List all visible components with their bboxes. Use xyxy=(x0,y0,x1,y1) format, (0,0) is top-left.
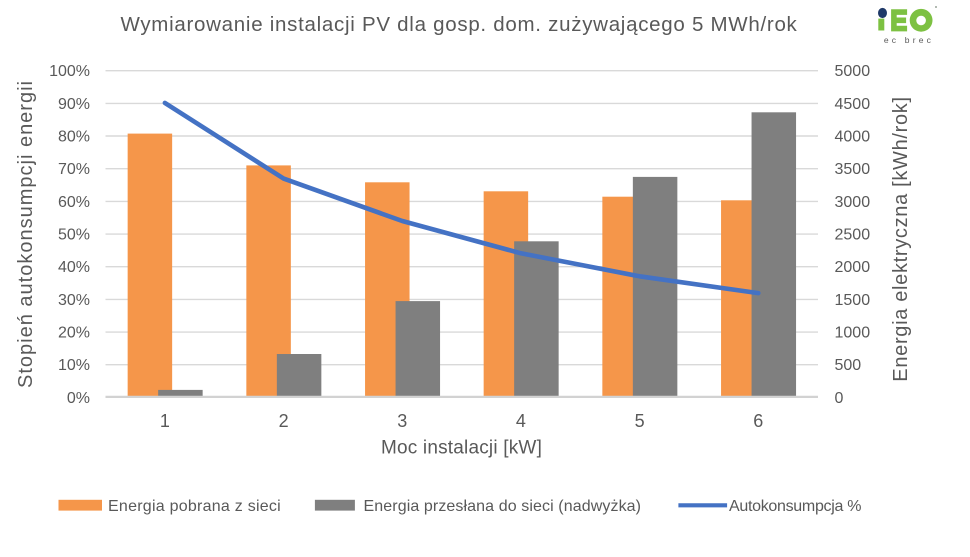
svg-text:0: 0 xyxy=(835,390,844,407)
svg-text:Energia pobrana z sieci: Energia pobrana z sieci xyxy=(108,498,281,515)
svg-text:50%: 50% xyxy=(58,227,90,244)
svg-text:90%: 90% xyxy=(58,96,90,113)
svg-text:1500: 1500 xyxy=(835,292,871,309)
svg-text:Moc instalacji [kW]: Moc instalacji [kW] xyxy=(381,438,542,459)
svg-text:30%: 30% xyxy=(58,292,90,309)
svg-text:70%: 70% xyxy=(58,161,90,178)
svg-text:4: 4 xyxy=(516,411,526,431)
svg-text:Energia elektryczna [kWh/rok]: Energia elektryczna [kWh/rok] xyxy=(890,96,912,381)
svg-text:Wymiarowanie instalacji PV dla: Wymiarowanie instalacji PV dla gosp. dom… xyxy=(120,13,797,36)
svg-text:5: 5 xyxy=(635,411,645,431)
svg-text:1000: 1000 xyxy=(835,325,871,342)
svg-text:3500: 3500 xyxy=(835,161,871,178)
svg-text:2000: 2000 xyxy=(835,259,871,276)
svg-text:6: 6 xyxy=(753,411,763,431)
svg-text:Stopień autokonsumpcji energii: Stopień autokonsumpcji energii xyxy=(15,80,37,388)
svg-text:4000: 4000 xyxy=(835,129,871,146)
svg-text:500: 500 xyxy=(835,357,862,374)
svg-text:40%: 40% xyxy=(58,259,90,276)
svg-text:100%: 100% xyxy=(49,63,90,80)
svg-text:2: 2 xyxy=(279,411,289,431)
svg-text:3: 3 xyxy=(397,411,407,431)
svg-text:80%: 80% xyxy=(58,129,90,146)
svg-text:20%: 20% xyxy=(58,325,90,342)
svg-text:Autokonsumpcja %: Autokonsumpcja % xyxy=(729,498,861,515)
svg-text:4500: 4500 xyxy=(835,96,871,113)
svg-text:0%: 0% xyxy=(67,390,90,407)
svg-text:5000: 5000 xyxy=(835,63,871,80)
svg-text:10%: 10% xyxy=(58,357,90,374)
svg-text:2500: 2500 xyxy=(835,227,871,244)
svg-text:Energia przesłana do sieci (na: Energia przesłana do sieci (nadwyżka) xyxy=(364,498,642,515)
svg-text:3000: 3000 xyxy=(835,194,871,211)
svg-text:60%: 60% xyxy=(58,194,90,211)
svg-text:ec brec: ec brec xyxy=(884,35,934,45)
svg-text:1: 1 xyxy=(160,411,170,431)
